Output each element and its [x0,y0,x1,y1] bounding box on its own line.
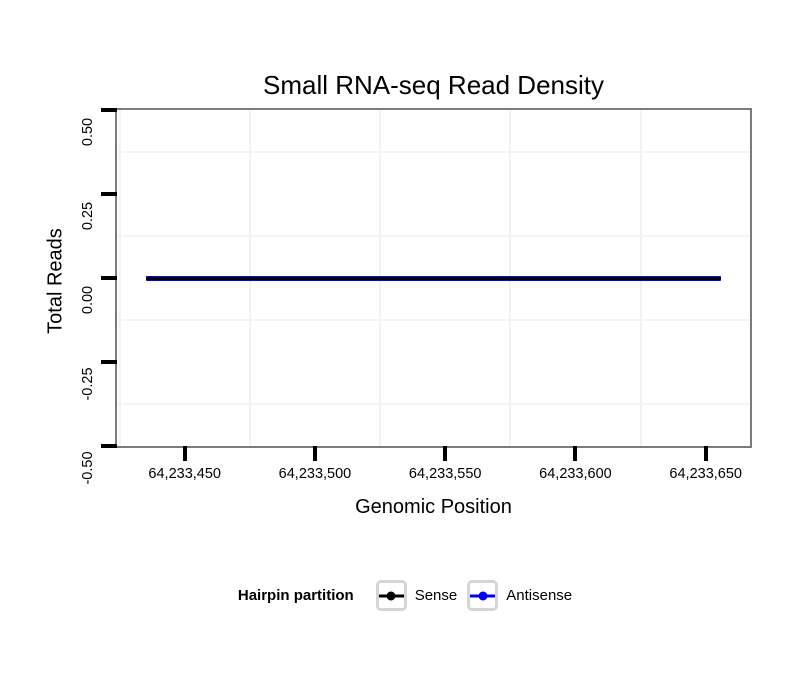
legend-title: Hairpin partition [237,587,354,604]
x-tick-label: 64,233,600 [539,466,612,482]
y-tick [101,360,117,364]
legend: Hairpin partition Sense Antisense [0,580,810,611]
legend-key-sense [375,580,407,611]
legend-entry-sense: Sense [375,580,458,611]
y-tick [101,444,117,448]
x-tick [312,446,317,461]
series-line-sense [145,276,722,280]
legend-label-sense: Sense [414,587,458,604]
x-tick [443,446,448,461]
y-tick [101,276,117,280]
x-tick [182,446,187,461]
gridline-horizontal [117,403,750,405]
x-tick [573,446,578,461]
x-axis-title: Genomic Position [355,496,512,518]
y-tick-label: 0.00 [80,285,96,315]
y-tick [101,192,117,196]
y-tick-label: -0.50 [80,451,96,485]
x-tick-label: 64,233,550 [408,466,482,482]
x-tick-label: 64,233,500 [278,466,352,482]
y-tick-label: -0.25 [80,367,96,401]
gridline-horizontal [117,151,750,153]
legend-point-icon [478,591,488,600]
legend-key-antisense [467,580,499,611]
x-tick [703,446,708,461]
gridline-vertical [118,110,121,446]
plot-panel [117,110,750,446]
gridline-horizontal [117,235,750,237]
legend-entry-antisense: Antisense [467,580,572,611]
plot-panel-border [115,108,752,448]
y-tick [101,108,117,112]
x-tick-label: 64,233,650 [669,466,742,482]
legend-point-icon [386,591,396,600]
y-tick-label: 0.25 [80,201,96,231]
x-tick-label: 64,233,450 [148,466,222,482]
legend-label-antisense: Antisense [506,587,573,604]
legend-entries: Sense Antisense [375,580,572,611]
y-tick-label: 0.50 [80,117,96,147]
y-axis-title: Total Reads [44,228,67,334]
chart-title: Small RNA-seq Read Density [262,70,604,100]
gridline-horizontal [117,319,750,321]
